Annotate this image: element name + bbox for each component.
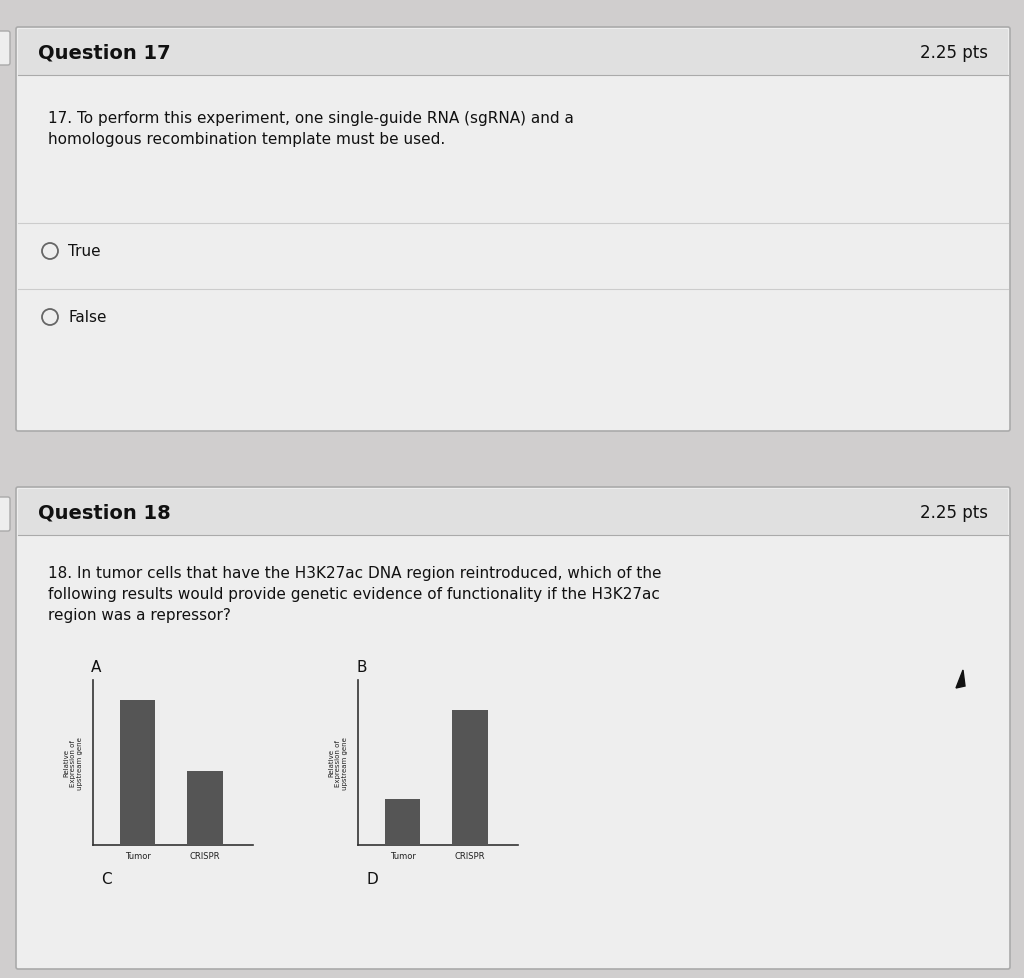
- Polygon shape: [956, 670, 965, 689]
- Text: C: C: [101, 871, 112, 886]
- FancyBboxPatch shape: [18, 490, 1008, 537]
- Text: 17. To perform this experiment, one single-guide RNA (sgRNA) and a
homologous re: 17. To perform this experiment, one sing…: [48, 111, 573, 147]
- FancyBboxPatch shape: [18, 30, 1008, 77]
- Text: CRISPR: CRISPR: [455, 851, 485, 860]
- Text: Tumor: Tumor: [125, 851, 151, 860]
- Text: B: B: [356, 659, 367, 674]
- Text: Question 18: Question 18: [38, 503, 171, 522]
- Text: D: D: [366, 871, 378, 886]
- Text: A: A: [91, 659, 101, 674]
- Text: Tumor: Tumor: [390, 851, 416, 860]
- FancyBboxPatch shape: [16, 487, 1010, 969]
- Text: True: True: [68, 244, 100, 259]
- FancyBboxPatch shape: [0, 498, 10, 531]
- Bar: [453, 710, 487, 845]
- FancyBboxPatch shape: [16, 28, 1010, 431]
- Text: 2.25 pts: 2.25 pts: [920, 504, 988, 521]
- FancyBboxPatch shape: [0, 32, 10, 66]
- Bar: [385, 799, 421, 845]
- Text: 18. In tumor cells that have the H3K27ac DNA region reintroduced, which of the
f: 18. In tumor cells that have the H3K27ac…: [48, 565, 662, 622]
- Text: Relative
Expression of
upstream gene: Relative Expression of upstream gene: [328, 736, 348, 789]
- Text: CRISPR: CRISPR: [189, 851, 220, 860]
- Text: 2.25 pts: 2.25 pts: [920, 44, 988, 62]
- Bar: [120, 700, 156, 845]
- Bar: [187, 771, 222, 845]
- Text: False: False: [68, 310, 106, 325]
- Text: Question 17: Question 17: [38, 43, 171, 63]
- Text: Relative
Expression of
upstream gene: Relative Expression of upstream gene: [63, 736, 83, 789]
